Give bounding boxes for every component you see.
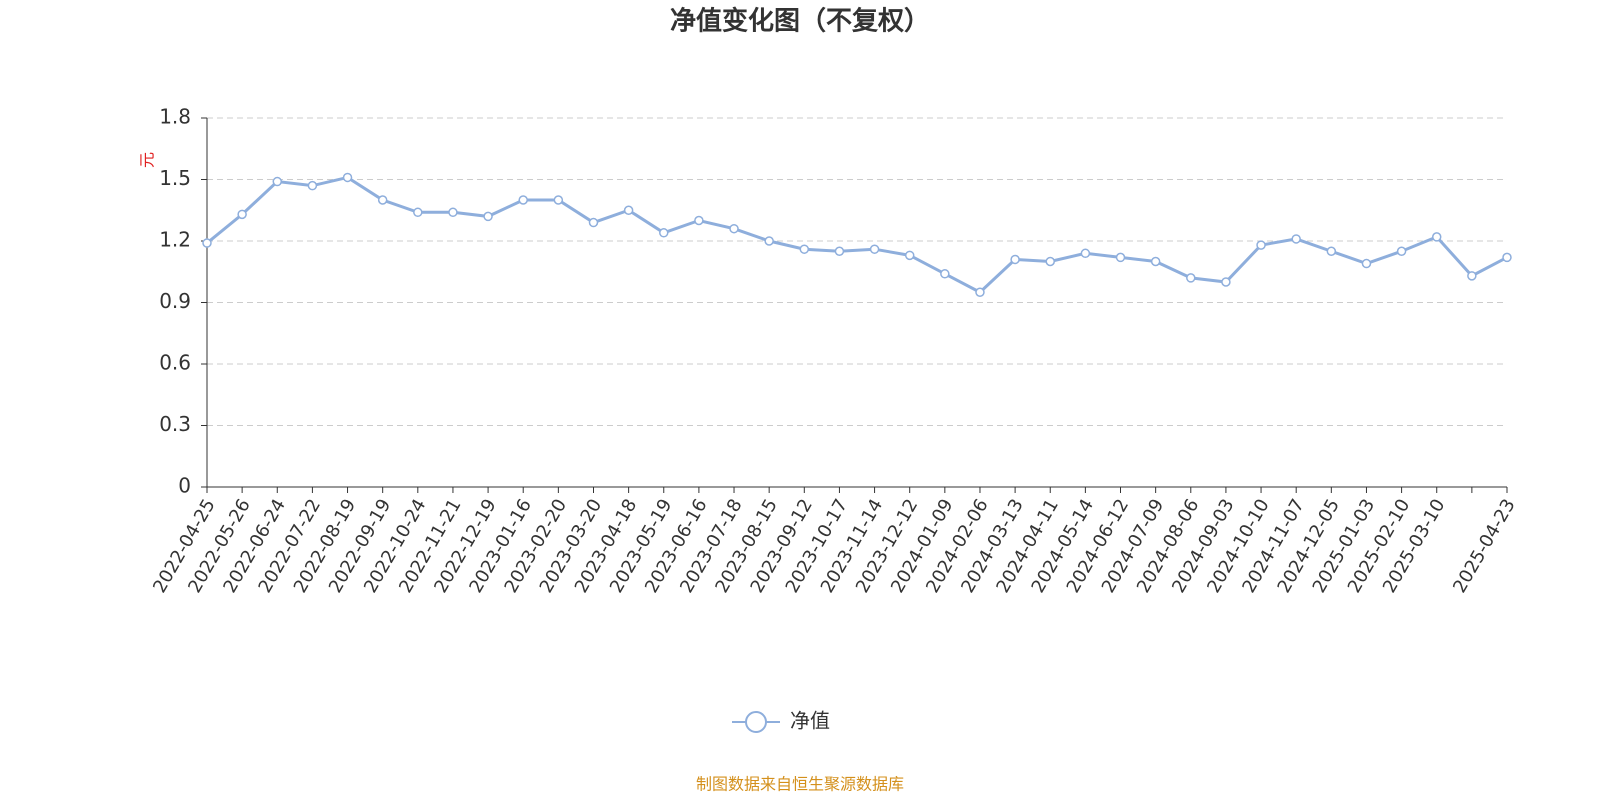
point bbox=[553, 195, 564, 205]
point bbox=[1115, 252, 1126, 263]
legend-label: 净值 bbox=[790, 709, 830, 733]
point bbox=[764, 236, 774, 246]
chart-title: 净值变化图（不复权） bbox=[670, 6, 930, 37]
y-tick-label: 1.8 bbox=[159, 105, 191, 129]
y-tick-label: 1.2 bbox=[159, 228, 191, 252]
point bbox=[694, 215, 704, 226]
point bbox=[975, 287, 985, 297]
point bbox=[1502, 252, 1512, 263]
point bbox=[904, 250, 915, 261]
point bbox=[1186, 273, 1196, 283]
point bbox=[1080, 248, 1091, 259]
point bbox=[272, 176, 283, 187]
point bbox=[237, 209, 247, 220]
point bbox=[1256, 240, 1266, 250]
y-tick-label: 0.3 bbox=[159, 412, 191, 436]
legend-marker bbox=[745, 711, 767, 733]
point bbox=[1467, 271, 1477, 281]
point bbox=[342, 172, 353, 183]
point bbox=[1326, 246, 1337, 256]
point bbox=[1221, 277, 1231, 287]
y-tick-label: 0 bbox=[178, 474, 191, 498]
line bbox=[206, 175, 1508, 295]
point bbox=[1431, 232, 1442, 242]
point bbox=[1150, 256, 1161, 267]
point bbox=[377, 195, 388, 205]
point bbox=[869, 244, 880, 254]
point bbox=[202, 238, 212, 248]
point bbox=[1010, 254, 1020, 265]
point bbox=[448, 207, 458, 218]
point bbox=[518, 195, 528, 205]
point bbox=[1045, 256, 1055, 267]
point bbox=[834, 246, 845, 256]
point bbox=[659, 228, 669, 238]
x-tick-label: 2025-04-23 bbox=[1449, 496, 1519, 597]
point bbox=[1291, 234, 1301, 244]
point bbox=[799, 244, 810, 254]
y-axis-label: 元 bbox=[138, 152, 157, 168]
point bbox=[623, 205, 634, 215]
y-tick-label: 0.6 bbox=[159, 351, 191, 375]
source-note: 制图数据来自恒生聚源数据库 bbox=[696, 775, 904, 794]
point bbox=[483, 211, 493, 222]
point bbox=[413, 207, 423, 218]
point bbox=[588, 217, 599, 228]
y-tick-label: 0.9 bbox=[159, 289, 191, 313]
point bbox=[307, 180, 318, 191]
y-tick-label: 1.5 bbox=[159, 166, 191, 190]
point bbox=[1396, 246, 1407, 256]
point bbox=[729, 223, 739, 234]
point bbox=[1361, 258, 1372, 269]
point bbox=[940, 269, 950, 279]
